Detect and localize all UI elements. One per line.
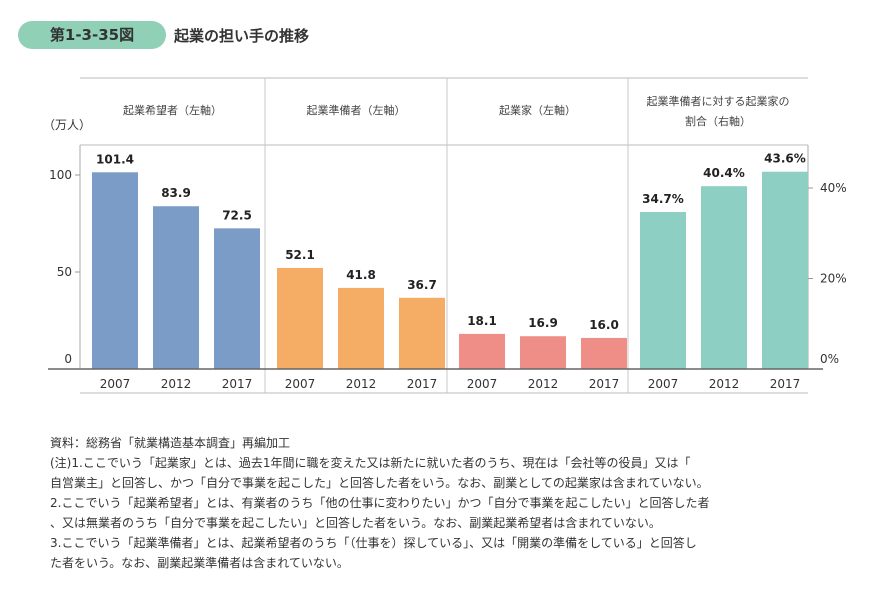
bar <box>399 297 445 369</box>
bar <box>762 171 808 369</box>
bar-value-label: 83.9 <box>161 186 191 200</box>
bar <box>277 267 323 369</box>
bar-value-label: 18.1 <box>467 314 497 328</box>
left-axis-unit: （万人） <box>43 118 91 132</box>
bar <box>92 172 138 369</box>
right-tick-label: 20% <box>820 272 847 286</box>
notes-section: 資料：総務省「就業構造基本調査」再編加工 (注)1.ここでいう「起業家」とは、過… <box>50 433 870 573</box>
bar <box>214 228 260 369</box>
category-label: 2007 <box>648 377 679 391</box>
bar-value-label: 43.6% <box>764 152 806 166</box>
note-line: (注)1.ここでいう「起業家」とは、過去1年間に職を変えた又は新たに就いた者のう… <box>50 456 691 470</box>
right-tick-label: 40% <box>820 181 847 195</box>
bar-value-label: 52.1 <box>285 248 315 262</box>
category-label: 2017 <box>407 377 438 391</box>
category-label: 2007 <box>100 377 131 391</box>
note-line: 自営業主」と回答し、かつ「自分で事業を起こした」と回答した者をいう。なお、副業と… <box>50 476 709 490</box>
category-label: 2012 <box>709 377 740 391</box>
category-label: 2012 <box>161 377 192 391</box>
panel-header: 起業希望者（左軸） <box>123 103 222 117</box>
category-label: 2017 <box>589 377 620 391</box>
note-source: 資料：総務省「就業構造基本調査」再編加工 <box>50 436 291 450</box>
figure-number: 第1-3-35図 <box>49 26 135 44</box>
category-label: 2007 <box>467 377 498 391</box>
figure-number-badge: 第1-3-35図 <box>18 21 166 49</box>
bar <box>338 287 384 369</box>
bar-value-label: 41.8 <box>346 268 376 282</box>
bar-value-label: 40.4% <box>703 166 745 180</box>
note-line: 、又は無業者のうち「自分で事業を起こしたい」と回答した者をいう。なお、副業起業希… <box>50 516 661 530</box>
bar <box>153 206 199 369</box>
bar-value-label: 16.0 <box>589 318 619 332</box>
left-tick-label: 50 <box>57 265 72 279</box>
bar-value-label: 16.9 <box>528 316 558 330</box>
left-tick-label: 100 <box>49 168 72 182</box>
bar <box>581 337 627 369</box>
bar <box>640 211 686 369</box>
category-label: 2012 <box>528 377 559 391</box>
bar-chart: （万人） 0 50 100 0% 20% 40% 起業希望者（左軸） 101.4 2007 83.9… <box>43 77 847 394</box>
bar-value-label: 101.4 <box>96 152 134 166</box>
note-line: 2.ここでいう「起業希望者」とは、有業者のうち「他の仕事に変わりたい」かつ「自分… <box>50 496 710 510</box>
category-label: 2012 <box>346 377 377 391</box>
right-tick-label: 0% <box>820 352 839 366</box>
bar-value-label: 34.7% <box>642 192 684 206</box>
panel-header: 割合（右軸） <box>685 114 751 128</box>
panel-header: 起業家（左軸） <box>499 103 576 117</box>
category-label: 2017 <box>222 377 253 391</box>
left-tick-label: 0 <box>64 352 72 366</box>
bar-value-label: 36.7 <box>407 278 437 292</box>
bar <box>459 333 505 369</box>
note-line: た者をいう。なお、副業起業準備者は含まれていない。 <box>50 556 349 570</box>
note-line: 3.ここでいう「起業準備者」とは、起業希望者のうち「（仕事を）探している」、又は… <box>50 536 697 550</box>
category-label: 2017 <box>770 377 801 391</box>
panel-header: 起業準備者（左軸） <box>307 103 406 117</box>
bar <box>520 336 566 369</box>
bar-value-label: 72.5 <box>222 208 252 222</box>
figure-title: 起業の担い手の推移 <box>174 27 310 45</box>
bar <box>701 186 747 369</box>
category-label: 2007 <box>285 377 316 391</box>
panel-header: 起業準備者に対する起業家の <box>647 94 790 108</box>
